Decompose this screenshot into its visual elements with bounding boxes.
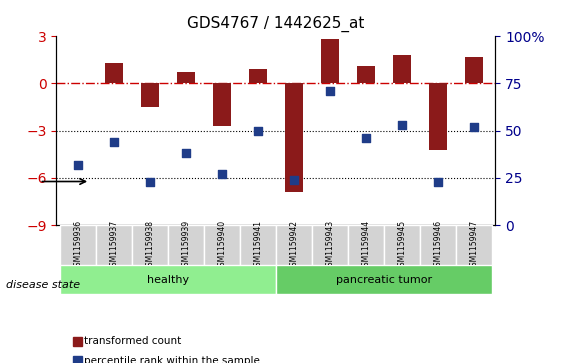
Bar: [393, 55, 411, 83]
Text: GSM1159946: GSM1159946: [434, 220, 443, 270]
Point: [253, 128, 262, 134]
FancyBboxPatch shape: [240, 225, 276, 265]
Text: GSM1159943: GSM1159943: [325, 220, 334, 270]
Bar: [357, 66, 375, 83]
FancyBboxPatch shape: [60, 225, 96, 265]
Bar: [321, 40, 339, 83]
FancyBboxPatch shape: [420, 225, 456, 265]
Point: [361, 135, 370, 141]
Bar: [141, 83, 159, 107]
Bar: [105, 63, 123, 83]
Point: [73, 162, 82, 168]
FancyBboxPatch shape: [60, 265, 276, 294]
Point: [109, 139, 118, 145]
Bar: [213, 83, 231, 126]
FancyBboxPatch shape: [312, 225, 348, 265]
FancyBboxPatch shape: [348, 225, 384, 265]
FancyBboxPatch shape: [276, 265, 492, 294]
Text: GSM1159945: GSM1159945: [397, 220, 406, 270]
Point: [397, 122, 406, 128]
Text: percentile rank within the sample: percentile rank within the sample: [84, 356, 260, 363]
Point: [181, 150, 190, 156]
FancyBboxPatch shape: [204, 225, 240, 265]
Text: GSM1159936: GSM1159936: [73, 220, 82, 270]
FancyBboxPatch shape: [96, 225, 132, 265]
Bar: [249, 69, 267, 83]
Text: GSM1159944: GSM1159944: [361, 220, 370, 270]
FancyBboxPatch shape: [384, 225, 420, 265]
Bar: [285, 83, 303, 192]
Text: disease state: disease state: [6, 280, 80, 290]
Text: GSM1159940: GSM1159940: [217, 220, 226, 270]
Point: [434, 179, 443, 184]
Text: GSM1159947: GSM1159947: [470, 220, 479, 270]
Point: [470, 124, 479, 130]
Text: GSM1159942: GSM1159942: [289, 220, 298, 270]
Text: GSM1159939: GSM1159939: [181, 220, 190, 270]
Text: GSM1159937: GSM1159937: [109, 220, 118, 270]
FancyBboxPatch shape: [276, 225, 312, 265]
Point: [145, 179, 154, 184]
Text: GSM1159941: GSM1159941: [253, 220, 262, 270]
Point: [325, 88, 334, 94]
Text: pancreatic tumor: pancreatic tumor: [336, 274, 432, 285]
Text: healthy: healthy: [147, 274, 189, 285]
FancyBboxPatch shape: [456, 225, 492, 265]
Bar: [177, 73, 195, 83]
Title: GDS4767 / 1442625_at: GDS4767 / 1442625_at: [187, 16, 365, 32]
Text: GSM1159938: GSM1159938: [145, 220, 154, 270]
Text: transformed count: transformed count: [84, 336, 182, 346]
FancyBboxPatch shape: [168, 225, 204, 265]
Bar: [429, 83, 447, 150]
Point: [289, 177, 298, 183]
Bar: [465, 57, 483, 83]
FancyBboxPatch shape: [132, 225, 168, 265]
Point: [217, 171, 226, 177]
